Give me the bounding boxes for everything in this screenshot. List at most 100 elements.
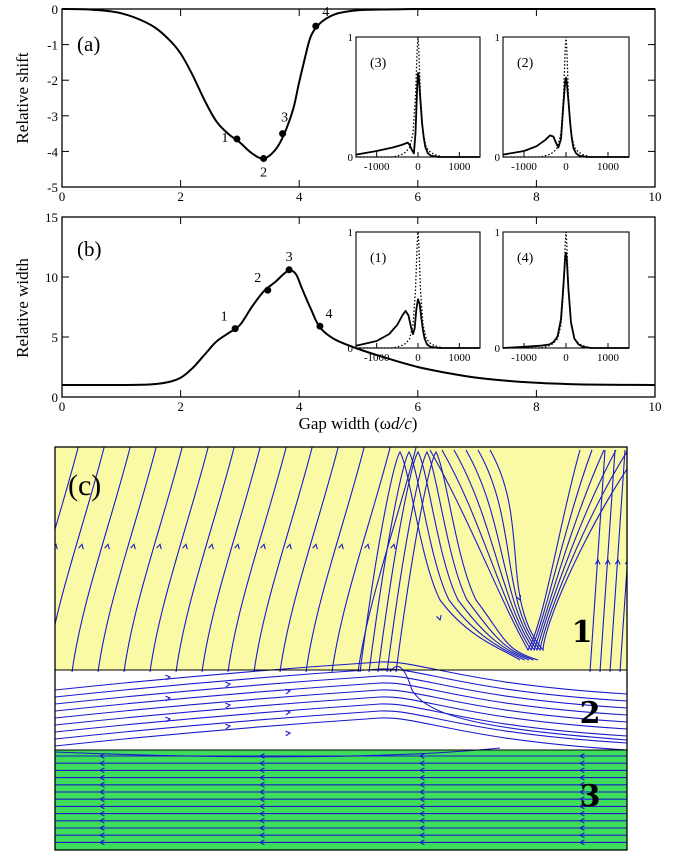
- inset-y-tick-label: 1: [348, 32, 354, 44]
- x-tick-label: 4: [296, 189, 303, 204]
- flow-arrow-right: [165, 716, 172, 723]
- inset-x-tick-label: 1000: [448, 161, 471, 173]
- streamline-zone1: [149, 447, 209, 673]
- y-tick-label: -4: [47, 144, 58, 159]
- flow-arrow-left: [98, 803, 105, 810]
- streamline-v: [477, 449, 627, 652]
- inset-x-tick-label: 0: [415, 352, 421, 364]
- flow-arrow-left: [98, 753, 105, 759]
- streamline-v: [429, 449, 581, 652]
- inset-y-tick-label: 0: [348, 152, 354, 164]
- streamline-zone2: [55, 717, 627, 751]
- flow-arrow-left: [258, 817, 265, 824]
- inset-label: (2): [517, 56, 534, 71]
- streamline-bump: [377, 450, 530, 673]
- streamline-v: [441, 449, 593, 652]
- streamline-v: [465, 449, 617, 652]
- data-point-2: [264, 286, 272, 294]
- x-tick-label: 6: [415, 399, 422, 414]
- streamline-v: [489, 449, 627, 652]
- zone-label-3: 3: [580, 779, 601, 814]
- inset-frame: [502, 231, 630, 349]
- inset-4: -1000 0 1000 0 1 (4): [495, 227, 630, 364]
- flow-arrow-up: [364, 543, 370, 550]
- panel-b-frame: [61, 216, 656, 398]
- flow-arrow-left: [418, 781, 425, 788]
- x-tick-label: 4: [296, 399, 303, 414]
- flow-arrow-left: [98, 810, 105, 817]
- point-label-2: 2: [260, 166, 267, 181]
- panel-a-points: 1 2 3 4: [221, 5, 329, 180]
- flow-arrow-left: [98, 825, 105, 831]
- streamline-zone1: [305, 447, 365, 673]
- flow-arrow-left: [578, 767, 585, 774]
- streamline-zone2-peak: [389, 666, 627, 741]
- flow-arrow-left: [418, 760, 425, 767]
- flow-arrow-left: [258, 832, 265, 839]
- y-tick-label: -1: [47, 38, 58, 53]
- inset-dotted-curve: [503, 36, 629, 158]
- x-tick-label: 8: [533, 189, 540, 204]
- inset-label: (1): [370, 251, 387, 266]
- point-label-3: 3: [286, 250, 293, 265]
- streamline-zone1: [279, 447, 339, 673]
- point-label-2: 2: [254, 271, 261, 286]
- inset-dotted-curve: [503, 231, 629, 349]
- point-label-3: 3: [281, 111, 288, 126]
- point-label-4: 4: [322, 5, 329, 20]
- flow-arrow-up: [390, 543, 396, 550]
- flow-arrow-left: [98, 789, 105, 795]
- zone-label-2: 2: [580, 696, 601, 731]
- streamline-zone1: [123, 447, 183, 673]
- flow-arrow-left: [578, 789, 585, 795]
- flow-arrow-down: [515, 594, 522, 602]
- flow-arrow-left: [98, 796, 105, 803]
- flow-arrow-up: [234, 543, 240, 550]
- y-tick-label: 0: [52, 390, 59, 405]
- flow-arrow-left: [258, 839, 265, 846]
- streamline-zone1: [253, 447, 313, 673]
- flow-arrow-right: [285, 730, 292, 737]
- inset-y-tick-label: 1: [495, 227, 501, 239]
- streamline-zone1: [175, 447, 235, 673]
- inset-label: (3): [370, 56, 387, 71]
- x-tick-label: 0: [59, 399, 66, 414]
- y-tick-label: -5: [47, 180, 58, 195]
- inset-frame: [502, 36, 630, 158]
- flow-arrow-left: [98, 832, 105, 839]
- flow-arrow-left: [578, 817, 585, 824]
- panel-b-label: (b): [77, 237, 102, 261]
- inset-x-tick-label: 0: [415, 161, 421, 173]
- flow-arrow-left: [418, 810, 425, 817]
- streamline-zone2: [55, 682, 627, 716]
- streamline-bump: [395, 450, 539, 673]
- inset-x-tick-label: 1000: [597, 161, 620, 173]
- flow-arrow-left: [98, 774, 105, 781]
- flow-arrow-left: [578, 839, 585, 846]
- inset-solid-curve: [355, 72, 480, 158]
- flow-arrow-left: [258, 825, 265, 831]
- streamline-right: [619, 560, 627, 673]
- zone-label-1: 1: [572, 615, 593, 650]
- flow-arrow-right: [165, 695, 172, 702]
- streamline-bump: [386, 450, 534, 673]
- flow-arrow-left: [418, 817, 425, 824]
- flow-arrow-left: [98, 817, 105, 824]
- flow-arrow-left: [578, 810, 585, 817]
- flow-arrow-left: [258, 789, 265, 795]
- data-point-4: [316, 322, 324, 330]
- inset-y-tick-label: 1: [348, 227, 354, 239]
- streamline-zone1: [55, 447, 79, 532]
- streamline-zone1: [97, 447, 157, 673]
- flow-arrow-left: [418, 832, 425, 839]
- flow-arrow-up: [312, 543, 318, 550]
- streamline-v: [453, 449, 605, 652]
- y-tick-label: 0: [52, 2, 59, 17]
- flow-arrow-left: [258, 767, 265, 774]
- data-point-1: [233, 135, 241, 143]
- flow-arrow-left: [98, 839, 105, 846]
- inset-solid-curve: [502, 251, 629, 349]
- flow-arrow-left: [578, 803, 585, 810]
